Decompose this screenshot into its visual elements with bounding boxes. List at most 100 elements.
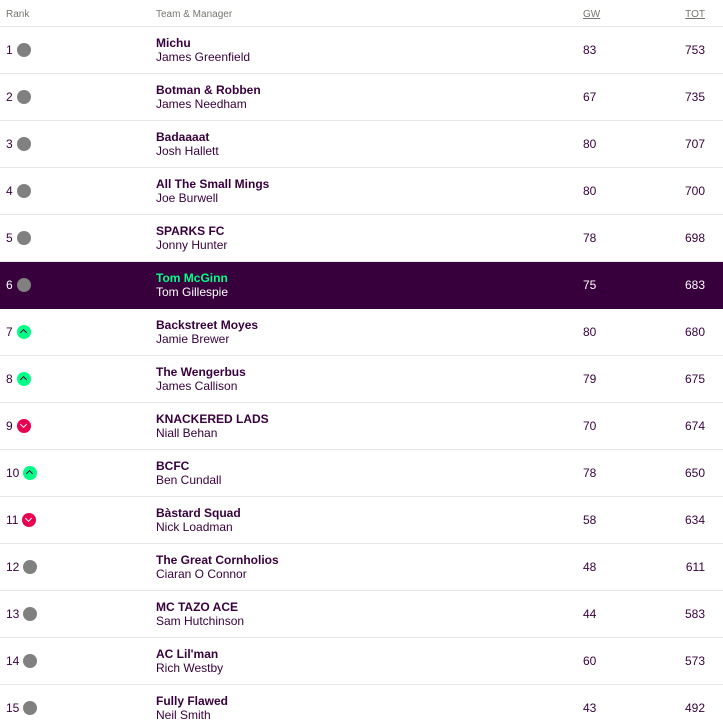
- gw-points: 80: [583, 137, 597, 151]
- rank-number: 8: [6, 372, 13, 386]
- rank-cell: 4: [6, 168, 31, 214]
- team-name-link[interactable]: Fully Flawed: [156, 694, 229, 708]
- total-points: 675: [684, 372, 705, 386]
- team-name-link[interactable]: SPARKS FC: [156, 224, 225, 238]
- team-name-link[interactable]: Badaaaat: [156, 130, 210, 144]
- rank-unchanged-icon: [16, 278, 31, 292]
- manager-name: James Needham: [156, 97, 247, 111]
- team-manager-cell: Badaaaat Josh Hallett: [156, 130, 219, 158]
- rank-unchanged-icon: [23, 701, 38, 715]
- rank-cell: 6: [6, 262, 31, 308]
- total-points: 753: [684, 43, 705, 57]
- rank-cell: 7: [6, 309, 31, 355]
- gw-points: 44: [583, 607, 597, 621]
- table-row: 1 Michu James Greenfield 83 753: [0, 27, 723, 74]
- team-name-link[interactable]: Bàstard Squad: [156, 506, 241, 520]
- gw-sort-header[interactable]: GW: [583, 9, 601, 20]
- rank-unchanged-icon: [23, 560, 38, 574]
- team-name-link[interactable]: The Wengerbus: [156, 365, 246, 379]
- team-manager-cell: AC Lil'man Rich Westby: [156, 647, 223, 675]
- team-name-link[interactable]: BCFC: [156, 459, 190, 473]
- gw-points: 43: [583, 701, 597, 715]
- rank-cell: 13: [6, 591, 38, 637]
- team-name-link[interactable]: Tom McGinn: [156, 271, 228, 285]
- manager-name: Rich Westby: [156, 661, 224, 675]
- manager-name: Tom Gillespie: [156, 285, 229, 299]
- team-name-link[interactable]: The Great Cornholios: [156, 553, 279, 567]
- manager-name: Jonny Hunter: [156, 238, 228, 252]
- rank-unchanged-icon: [23, 607, 38, 621]
- gw-points: 78: [583, 466, 597, 480]
- manager-name: James Callison: [156, 379, 238, 393]
- team-name-link[interactable]: KNACKERED LADS: [156, 412, 269, 426]
- team-manager-cell: Fully Flawed Neil Smith: [156, 694, 228, 722]
- manager-name: Josh Hallett: [156, 144, 219, 158]
- rank-cell: 2: [6, 74, 31, 120]
- total-points: 583: [684, 607, 705, 621]
- total-points: 707: [684, 137, 705, 151]
- team-manager-cell: SPARKS FC Jonny Hunter: [156, 224, 227, 252]
- gw-points: 80: [583, 184, 597, 198]
- manager-name: Neil Smith: [156, 708, 211, 722]
- team-manager-cell: Botman & Robben James Needham: [156, 83, 261, 111]
- table-row: 11 Bàstard Squad Nick Loadman 58 634: [0, 497, 723, 544]
- table-row: 10 BCFC Ben Cundall 78 650: [0, 450, 723, 497]
- total-points: 735: [684, 90, 705, 104]
- rank-cell: 14: [6, 638, 38, 684]
- rank-up-icon: [23, 466, 38, 480]
- rank-down-icon: [16, 419, 31, 433]
- manager-name: Joe Burwell: [156, 191, 219, 205]
- team-name-link[interactable]: All The Small Mings: [156, 177, 270, 191]
- manager-name: Niall Behan: [156, 426, 218, 440]
- team-manager-cell: Backstreet Moyes Jamie Brewer: [156, 318, 258, 346]
- rank-up-icon: [16, 325, 31, 339]
- table-row: 2 Botman & Robben James Needham 67 735: [0, 74, 723, 121]
- team-manager-cell: The Great Cornholios Ciaran O Connor: [156, 553, 279, 581]
- total-points: 674: [684, 419, 705, 433]
- rank-unchanged-icon: [16, 184, 31, 198]
- rank-cell: 9: [6, 403, 31, 449]
- rank-number: 3: [6, 137, 13, 151]
- team-manager-cell: The Wengerbus James Callison: [156, 365, 246, 393]
- total-points: 492: [684, 701, 705, 715]
- rank-number: 10: [6, 466, 20, 480]
- total-points: 698: [684, 231, 705, 245]
- manager-name: Nick Loadman: [156, 520, 233, 534]
- total-points: 573: [684, 654, 705, 668]
- rank-unchanged-icon: [16, 137, 31, 151]
- total-points: 611: [685, 560, 705, 574]
- tot-sort-header[interactable]: TOT: [685, 9, 705, 20]
- table-row: 4 All The Small Mings Joe Burwell 80 700: [0, 168, 723, 215]
- table-header: Rank Team & Manager GW TOT: [0, 0, 723, 27]
- gw-points: 70: [583, 419, 597, 433]
- team-name-link[interactable]: Backstreet Moyes: [156, 318, 259, 332]
- gw-points: 78: [583, 231, 597, 245]
- rank-number: 1: [6, 43, 13, 57]
- manager-name: Ciaran O Connor: [156, 567, 247, 581]
- table-row: 12 The Great Cornholios Ciaran O Connor 48 6…: [0, 544, 723, 591]
- rank-unchanged-icon: [23, 654, 38, 668]
- rank-down-icon: [22, 513, 37, 527]
- rank-header: Rank: [6, 9, 30, 20]
- rank-number: 12: [6, 560, 20, 574]
- rank-number: 9: [6, 419, 13, 433]
- team-name-link[interactable]: Michu: [156, 36, 191, 50]
- team-name-link[interactable]: AC Lil'man: [156, 647, 219, 661]
- team-manager-cell: Bàstard Squad Nick Loadman: [156, 506, 241, 534]
- team-manager-cell: All The Small Mings Joe Burwell: [156, 177, 269, 205]
- manager-name: Ben Cundall: [156, 473, 222, 487]
- rank-cell: 5: [6, 215, 31, 261]
- gw-points: 48: [583, 560, 597, 574]
- total-points: 680: [684, 325, 705, 339]
- rank-cell: 12: [6, 544, 38, 590]
- rank-number: 2: [6, 90, 13, 104]
- team-name-link[interactable]: Botman & Robben: [156, 83, 261, 97]
- team-manager-cell: Tom McGinn Tom Gillespie: [156, 271, 228, 299]
- gw-points: 79: [583, 372, 597, 386]
- total-points: 683: [684, 278, 705, 292]
- rank-cell: 11: [6, 497, 37, 543]
- team-name-link[interactable]: MC TAZO ACE: [156, 600, 238, 614]
- team-manager-cell: BCFC Ben Cundall: [156, 459, 221, 487]
- gw-points: 60: [583, 654, 597, 668]
